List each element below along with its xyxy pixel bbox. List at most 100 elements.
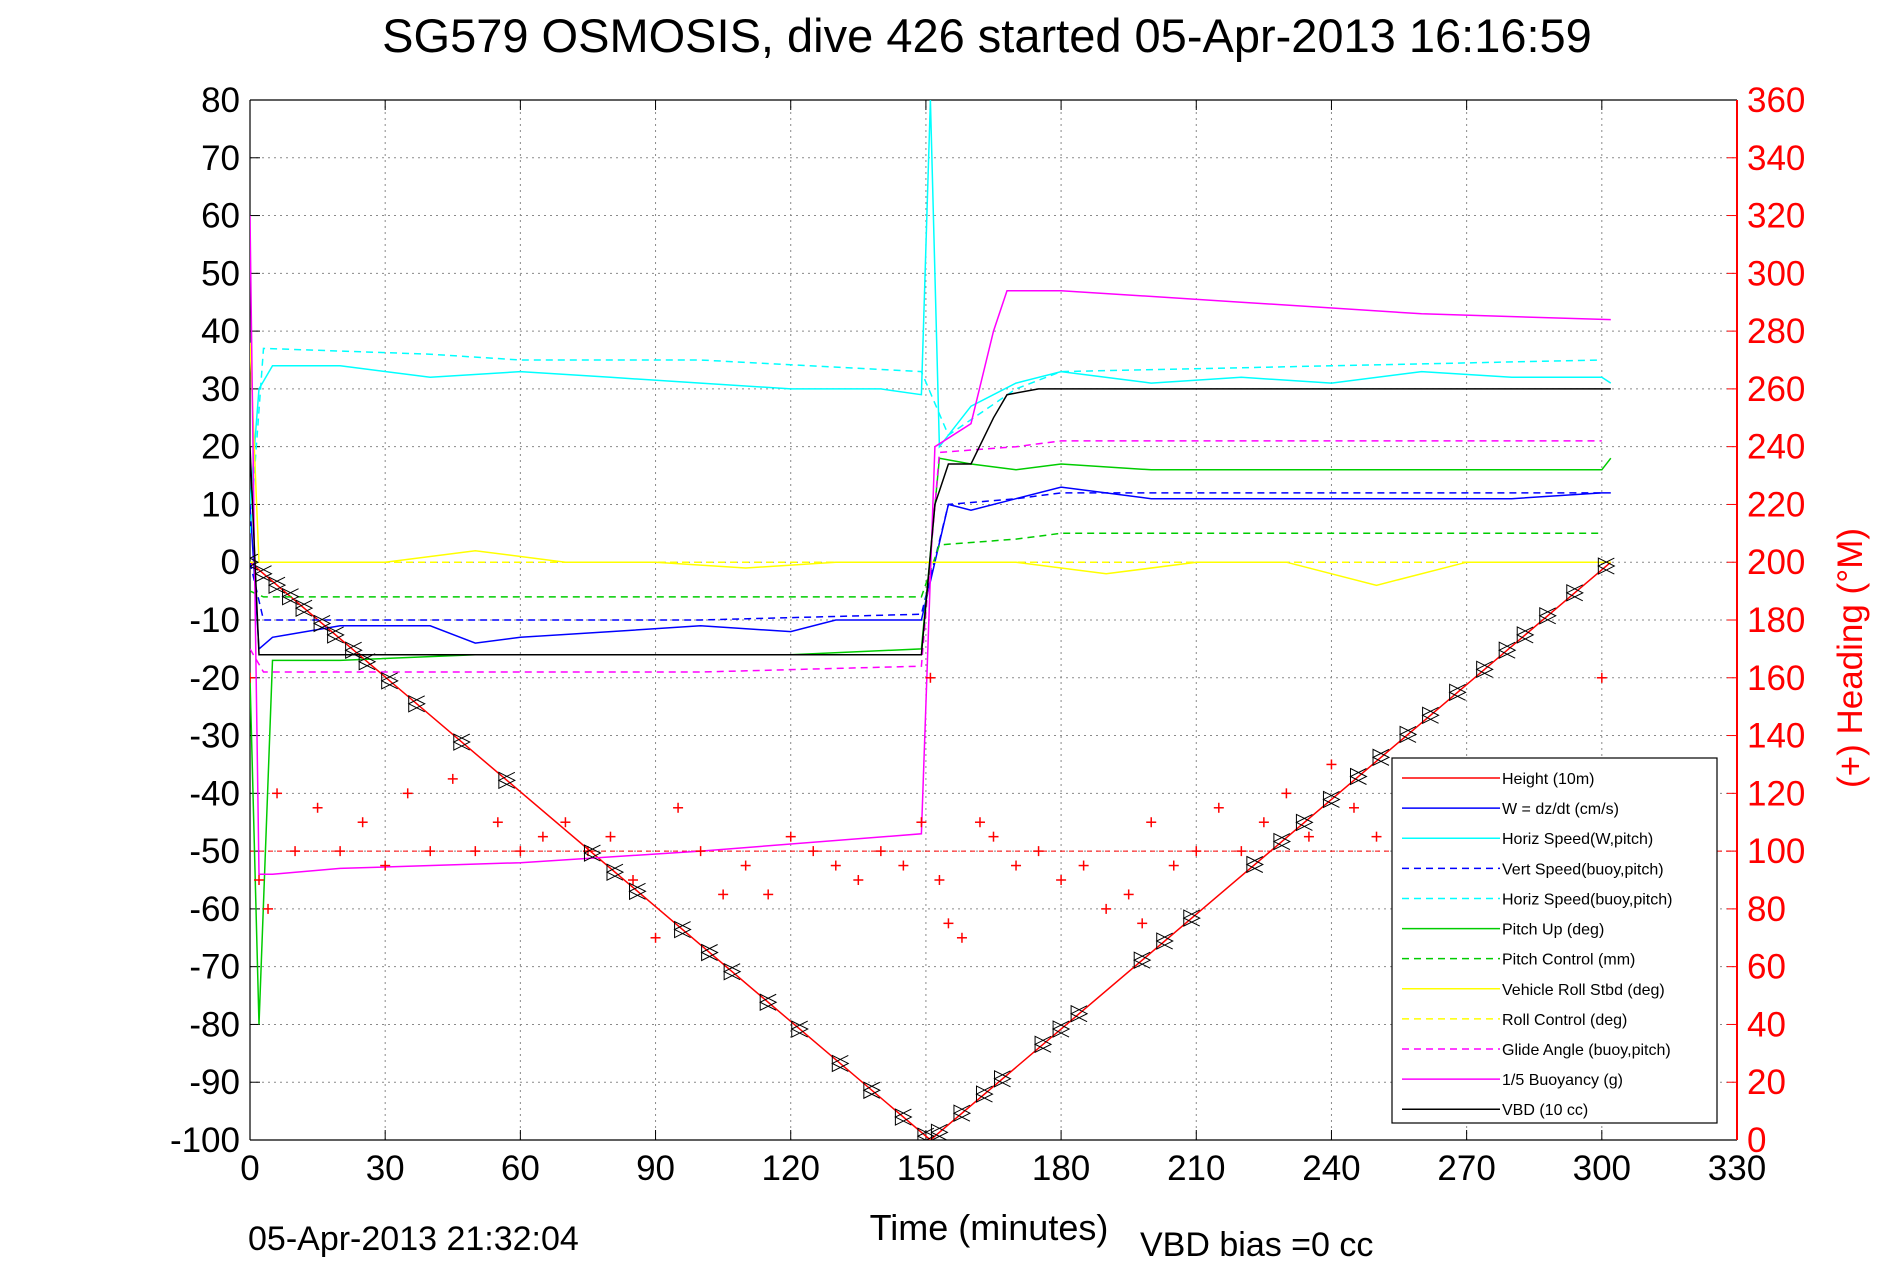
x-tick-label: 300: [1573, 1149, 1631, 1188]
waypoint-marker-back: [916, 1127, 935, 1140]
heading-marker: [1236, 846, 1247, 857]
waypoint-marker-back: [862, 1081, 881, 1099]
waypoint-marker-back: [1295, 813, 1313, 831]
y-tick-label: 80: [201, 81, 240, 120]
waypoint-marker-back: [267, 576, 286, 594]
waypoint-marker-back: [1371, 748, 1390, 766]
legend-label-6: Pitch Control (mm): [1502, 952, 1635, 969]
waypoint-marker-back: [1272, 833, 1291, 850]
y-tick-label: -60: [189, 890, 240, 929]
waypoint-marker-back: [452, 733, 471, 751]
heading-marker: [763, 889, 774, 900]
series-line-6: [250, 532, 1602, 598]
right-y-tick-label: 120: [1747, 774, 1805, 813]
legend-label-10: 1/5 Buoyancy (g): [1502, 1072, 1623, 1089]
right-y-tick-label: 240: [1747, 428, 1805, 467]
waypoint-marker-back: [1155, 932, 1173, 950]
y-tick-label: 20: [201, 428, 240, 467]
footer-vbd-bias: VBD bias =0 cc: [1140, 1226, 1373, 1262]
waypoint-marker-back: [605, 863, 624, 881]
heading-marker: [956, 932, 967, 943]
heading-marker: [1303, 831, 1314, 842]
waypoint-marker-back: [993, 1070, 1011, 1088]
heading-marker: [605, 831, 616, 842]
waypoint-marker-back: [1565, 584, 1584, 602]
heading-marker: [943, 918, 954, 929]
heading-marker: [718, 889, 729, 900]
heading-marker: [1371, 831, 1382, 842]
right-y-tick-label: 220: [1747, 485, 1805, 524]
waypoint-marker-back: [1421, 706, 1439, 724]
x-tick-label: 270: [1437, 1149, 1495, 1188]
heading-marker: [925, 672, 936, 683]
y-tick-label: 10: [201, 485, 240, 524]
right-y-tick-label: 340: [1747, 139, 1805, 178]
waypoint-marker-back: [1398, 725, 1417, 743]
legend-label-3: Vert Speed(buoy,pitch): [1502, 861, 1664, 878]
waypoint-marker-back: [759, 993, 777, 1011]
waypoint-marker-back: [790, 1020, 808, 1038]
chart-title: SG579 OSMOSIS, dive 426 started 05-Apr-2…: [382, 9, 1592, 62]
waypoint-marker-back: [358, 653, 376, 671]
heading-marker: [1033, 846, 1044, 857]
heading-marker: [853, 875, 864, 885]
waypoint-marker-back: [294, 599, 313, 617]
heading-marker: [470, 846, 481, 857]
waypoint-marker-back: [326, 626, 344, 644]
heading-marker: [695, 846, 706, 857]
waypoint-marker-back: [497, 771, 516, 789]
right-y-tick-label: 300: [1747, 254, 1805, 293]
x-tick-label: 60: [501, 1149, 540, 1188]
x-tick-label: 210: [1167, 1149, 1225, 1188]
x-tick-label: 330: [1708, 1149, 1766, 1188]
heading-marker: [1191, 846, 1202, 857]
waypoint-marker-back: [628, 882, 646, 900]
waypoint-marker-back: [1516, 626, 1534, 644]
y-tick-label: -20: [189, 659, 240, 698]
heading-marker: [1123, 889, 1134, 900]
heading-marker: [988, 831, 999, 842]
right-y-tick-label: 260: [1747, 370, 1805, 409]
y-tick-label: -50: [189, 832, 240, 871]
waypoint-marker-back: [975, 1085, 993, 1103]
heading-marker: [537, 831, 548, 842]
heading-marker: [560, 817, 571, 828]
series-line-11: [250, 388, 1611, 656]
heading-marker: [290, 846, 301, 857]
y-tick-label: -10: [189, 601, 240, 640]
right-y-tick-label: 160: [1747, 659, 1805, 698]
heading-marker: [1011, 860, 1022, 871]
right-y-tick-label: 360: [1747, 81, 1805, 120]
heading-marker: [250, 672, 255, 683]
heading-marker: [1146, 817, 1157, 828]
legend-label-9: Glide Angle (buoy,pitch): [1502, 1042, 1671, 1059]
waypoint-marker-back: [1498, 641, 1516, 659]
waypoint-marker-back: [250, 553, 259, 571]
heading-marker: [808, 846, 819, 857]
heading-marker: [1281, 788, 1292, 799]
waypoint-marker-back: [894, 1108, 912, 1126]
x-tick-label: 0: [240, 1149, 259, 1188]
legend-label-1: W = dz/dt (cm/s): [1502, 801, 1619, 818]
y-tick-label: -90: [189, 1063, 240, 1102]
y-tick-label: -40: [189, 774, 240, 813]
right-y-tick-label: 80: [1747, 890, 1786, 929]
footer-timestamp: 05-Apr-2013 21:32:04: [248, 1220, 579, 1258]
axes: 0 30 60 90 120 150 180 210 240 270 300 330807060504…: [170, 81, 1805, 1188]
heading-marker: [974, 817, 985, 828]
series-line-9: [250, 440, 1602, 673]
right-y-tick-label: 60: [1747, 948, 1786, 987]
right-y-tick-label: 40: [1747, 1005, 1786, 1044]
waypoint-marker-back: [1069, 1005, 1088, 1023]
heading-marker: [515, 846, 526, 857]
heading-marker: [335, 846, 346, 857]
x-tick-label: 150: [897, 1149, 955, 1188]
waypoint-marker-back: [700, 944, 718, 961]
right-y-tick-label: 200: [1747, 543, 1805, 582]
heading-marker: [380, 860, 391, 871]
series-line-4: [250, 347, 1602, 534]
heading-marker: [402, 788, 413, 799]
heading-marker: [312, 802, 323, 813]
x-tick-label: 30: [366, 1149, 405, 1188]
waypoint-marker-back: [831, 1055, 849, 1072]
